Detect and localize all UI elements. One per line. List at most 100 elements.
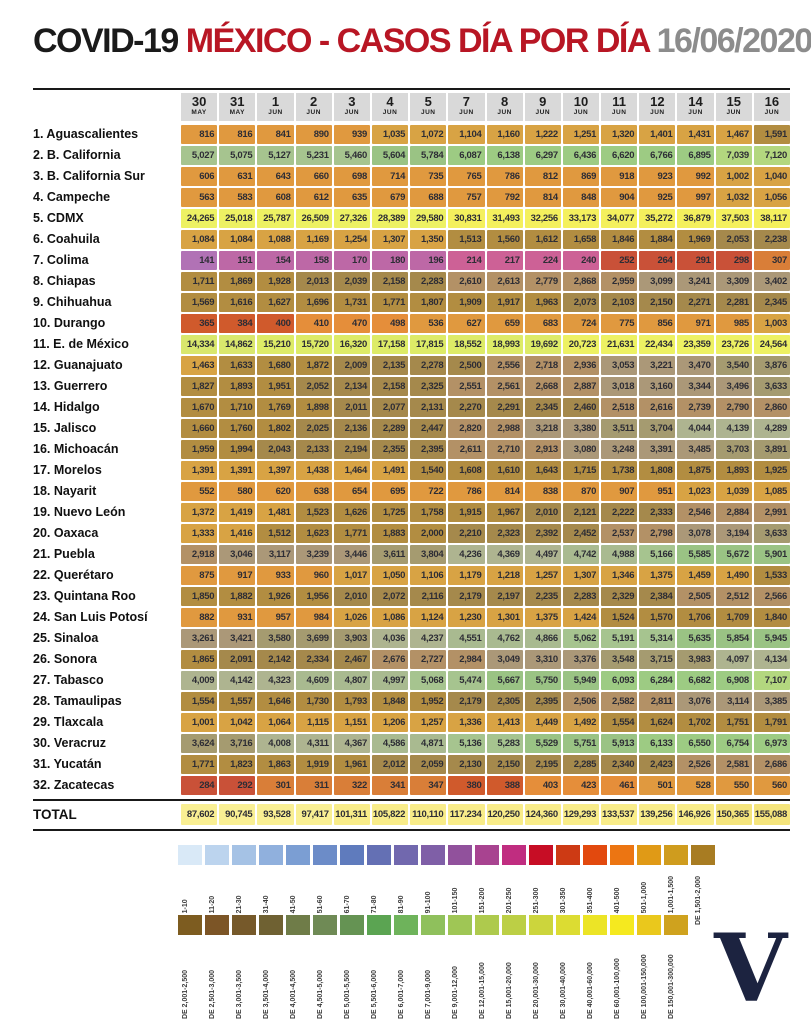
- case-cell: 3,160: [639, 377, 676, 396]
- case-cell: 869: [562, 167, 600, 186]
- case-cell: 3,241: [677, 272, 714, 291]
- case-cell: 1,467: [715, 125, 752, 144]
- state-label: 14. Hidalgo: [33, 400, 100, 414]
- case-cell: 659: [486, 314, 523, 333]
- case-cell: 5,901: [753, 545, 790, 564]
- date-day: 12: [650, 94, 665, 109]
- date-month: MAY: [191, 109, 207, 116]
- date-header: 2 JUN: [295, 93, 332, 121]
- state-label: 18. Nayarit: [33, 484, 97, 498]
- case-cell: 4,236: [448, 545, 485, 564]
- case-cell: 341: [371, 776, 409, 795]
- case-cell: 5,068: [410, 671, 447, 690]
- case-cell: 1,026: [333, 608, 370, 627]
- case-cell: 1,042: [219, 713, 256, 732]
- date-column-headers: 30 MAY 31 MAY 1 JUN 2 JUN 3 JUN 4 JUN 5 JUN 7 JUN 8 JUN 9 J…: [33, 93, 790, 121]
- case-cell: 5,191: [601, 629, 638, 648]
- case-cell: 2,291: [486, 398, 523, 417]
- case-cell: 2,072: [371, 587, 409, 606]
- legend-swatch: [502, 845, 526, 865]
- case-cell: 1,459: [677, 566, 714, 585]
- case-cell: 688: [410, 188, 447, 207]
- case-cell: 5,667: [486, 671, 523, 690]
- case-cell: 2,913: [524, 440, 561, 459]
- case-cell: 1,670: [181, 398, 218, 417]
- case-cell: 957: [257, 608, 294, 627]
- case-cell: 1,994: [219, 440, 256, 459]
- case-cell: 1,952: [410, 692, 447, 711]
- case-cell: 638: [295, 482, 332, 501]
- case-cell: 2,158: [371, 272, 409, 291]
- case-cell: 7,107: [753, 671, 790, 690]
- legend-swatch: [259, 915, 283, 935]
- case-cell: 4,367: [333, 734, 370, 753]
- case-cell: 32,256: [524, 209, 561, 228]
- case-cell: 5,854: [715, 629, 752, 648]
- legend-item: DE 401-500: [610, 845, 634, 925]
- case-cell: 2,283: [410, 272, 447, 291]
- case-cell: 2,936: [562, 356, 600, 375]
- case-cell: 1,557: [219, 692, 256, 711]
- case-cell: 3,018: [601, 377, 638, 396]
- legend-swatch: [475, 915, 499, 935]
- case-cell: 2,077: [371, 398, 409, 417]
- case-cell: 1,807: [410, 293, 447, 312]
- case-cell: 722: [410, 482, 447, 501]
- case-cell: 5,635: [677, 629, 714, 648]
- legend-item: DE 501-1,000: [637, 845, 661, 925]
- case-cell: 1,969: [677, 230, 714, 249]
- case-cell: 4,497: [524, 545, 561, 564]
- case-cell: 890: [295, 125, 332, 144]
- case-cell: 4,871: [410, 734, 447, 753]
- state-label: 30. Veracruz: [33, 736, 106, 750]
- case-cell: 1,251: [562, 125, 600, 144]
- case-cell: 6,284: [639, 671, 676, 690]
- case-cell: 654: [333, 482, 370, 501]
- case-cell: 1,419: [219, 503, 256, 522]
- case-cell: 5,949: [562, 671, 600, 690]
- case-cell: 3,704: [639, 419, 676, 438]
- state-label: 29. Tlaxcala: [33, 715, 104, 729]
- case-cell: 298: [715, 251, 752, 270]
- case-cell: 2,739: [677, 398, 714, 417]
- case-cell: 37,503: [715, 209, 752, 228]
- legend-item: DE 6,001-7,000: [394, 915, 418, 1019]
- date-month: JUN: [688, 109, 703, 116]
- legend-item: DE 30,001-40,000: [556, 915, 580, 1019]
- case-cell: 2,325: [410, 377, 447, 396]
- case-cell: 757: [448, 188, 485, 207]
- case-cell: 1,771: [333, 524, 370, 543]
- total-cell: 124,360: [524, 804, 561, 825]
- case-cell: 1,738: [601, 461, 638, 480]
- case-cell: 5,314: [639, 629, 676, 648]
- case-cell: 1,633: [219, 356, 256, 375]
- case-cell: 775: [601, 314, 638, 333]
- case-cell: 31,493: [486, 209, 523, 228]
- case-cell: 19,692: [524, 335, 561, 354]
- case-cell: 2,526: [677, 755, 714, 774]
- case-cell: 400: [257, 314, 294, 333]
- state-label: 26. Sonora: [33, 652, 97, 666]
- case-cell: 560: [753, 776, 790, 795]
- case-cell: 1,084: [219, 230, 256, 249]
- case-cell: 5,075: [219, 146, 256, 165]
- case-cell: 2,551: [448, 377, 485, 396]
- total-cell: 129,293: [562, 804, 600, 825]
- case-cell: 2,686: [753, 755, 790, 774]
- legend-item: DE 31-40: [259, 845, 283, 925]
- legend-item: DE 7,001-9,000: [421, 915, 445, 1019]
- date-day: 2: [310, 94, 318, 109]
- date-header: 15 JUN: [715, 93, 752, 121]
- case-cell: 16,320: [333, 335, 370, 354]
- case-cell: 6,138: [486, 146, 523, 165]
- state-label: 25. Sinaloa: [33, 631, 99, 645]
- case-cell: 1,875: [677, 461, 714, 480]
- legend-low-ranges: DE 1-10 DE 11-20 DE 21-30 DE 31-40 DE 41-50 D…: [178, 845, 715, 925]
- case-cell: 2,959: [601, 272, 638, 291]
- case-cell: 3,624: [181, 734, 218, 753]
- case-cell: 1,490: [715, 566, 752, 585]
- case-cell: 1,512: [257, 524, 294, 543]
- total-cell: 105,822: [371, 804, 409, 825]
- case-cell: 698: [333, 167, 370, 186]
- total-cell: 146,926: [677, 804, 714, 825]
